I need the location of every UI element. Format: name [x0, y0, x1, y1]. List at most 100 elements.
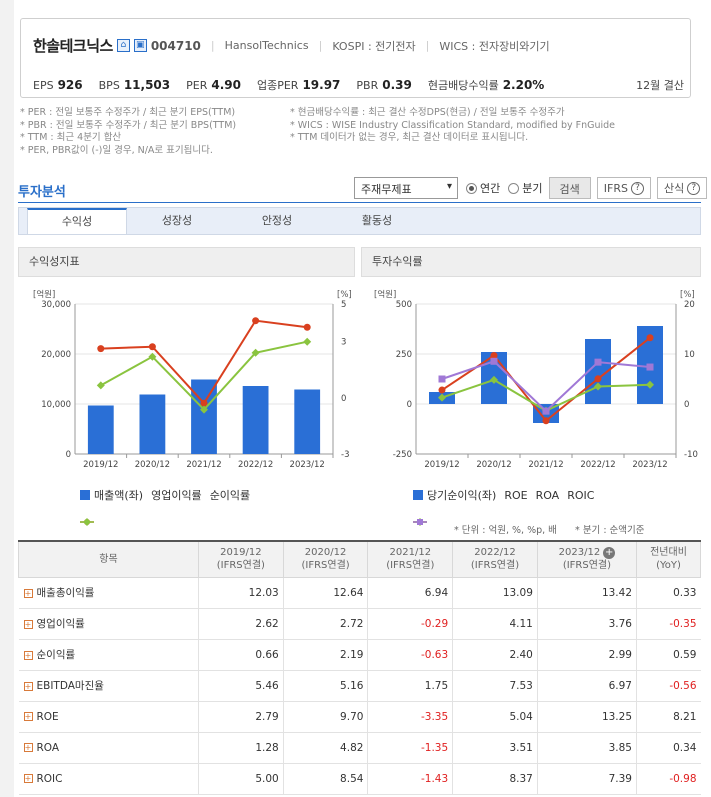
row-item[interactable]: + ROIC: [18, 763, 199, 795]
section-title: 투자분석: [18, 185, 66, 200]
table-cell: 5.16: [282, 670, 368, 702]
expand-row-icon[interactable]: +: [23, 588, 33, 598]
table-row: + ROE 2.79 9.70 -3.35 5.04 13.25 8.21: [18, 701, 701, 733]
row-item[interactable]: + 순이익률: [18, 639, 199, 671]
wics-sector: WICS : 전자장비와기기: [439, 39, 550, 53]
search-button[interactable]: 검색: [548, 177, 591, 199]
data-point: [438, 375, 446, 383]
legend-label: ROA: [535, 488, 560, 502]
data-point: [200, 399, 208, 407]
expand-row-icon[interactable]: +: [23, 743, 33, 752]
note: * PBR : 전일 보통주 수정주가 / 최근 분기 BPS(TTM): [20, 119, 237, 131]
table-row: + EBITDA마진율 5.46 5.16 1.75 7.53 6.97 -0.56: [18, 670, 701, 702]
homepage-icon[interactable]: ⌂: [116, 39, 130, 52]
y-tick-label-right: 5: [341, 300, 346, 310]
basis-note: * 분기 : 순액기준: [575, 525, 645, 536]
panel-title: 투자수익률: [361, 247, 701, 277]
y-tick-label-left: 500: [396, 300, 412, 310]
table-cell: 5.46: [198, 670, 284, 702]
ir-icon[interactable]: ▣: [133, 39, 147, 52]
divider: |: [318, 39, 323, 52]
y-tick-label-right: 0: [341, 394, 346, 404]
company-summary-card: 한솔테크닉스 ⌂ ▣ 004710 | HansolTechnics | KOS…: [20, 18, 691, 98]
data-point: [490, 375, 498, 384]
tab-growth[interactable]: 성장성: [161, 214, 193, 227]
legend-label: 순이익률: [209, 489, 251, 502]
data-point: [490, 357, 498, 365]
chevron-down-icon: ▾: [446, 181, 452, 192]
note: * TTM : 최근 4분기 합산: [20, 132, 122, 143]
table-cell: 4.11: [452, 608, 538, 640]
expand-row-icon[interactable]: +: [23, 712, 33, 721]
column-basis: (IFRS연결): [386, 560, 435, 572]
section-rule: [18, 202, 701, 203]
tab-activity[interactable]: 활동성: [361, 214, 393, 227]
y-tick-label-right: 20: [684, 300, 695, 310]
metric-value: 11,503: [123, 78, 171, 92]
table-cell: 1.28: [198, 732, 284, 764]
y-axis-unit-right: [%]: [680, 290, 695, 300]
table-cell: 13.25: [536, 701, 637, 733]
table-row: + ROIC 5.00 8.54 -1.43 8.37 7.39 -0.98: [18, 763, 701, 795]
tab-stability[interactable]: 안정성: [261, 214, 293, 227]
table-cell: 2.19: [282, 639, 368, 671]
x-tick-label: 2023/12: [632, 460, 667, 470]
column-year: 2019/12: [220, 547, 262, 559]
statement-select[interactable]: 주재무제표 ▾: [354, 177, 458, 199]
tab-profitability[interactable]: 수익성: [27, 208, 127, 234]
row-item-label: ROIC: [36, 772, 63, 785]
formula-button[interactable]: 산식?: [656, 177, 708, 199]
analysis-controls: 주재무제표 ▾ 연간 분기 검색 IFRS? 산식?: [354, 177, 708, 199]
column-basis: (IFRS연결): [301, 560, 350, 572]
column-basis: (IFRS연결): [216, 560, 265, 572]
expand-row-icon[interactable]: +: [23, 619, 33, 629]
data-point: [252, 317, 260, 325]
x-tick-label: 2019/12: [83, 460, 118, 470]
table-cell: 13.42: [536, 576, 637, 609]
quarter-radio-label[interactable]: 분기: [522, 182, 543, 195]
legend-label: ROIC: [567, 488, 595, 502]
expand-row-icon[interactable]: +: [23, 774, 33, 783]
column-header: 2020/12 (IFRS연결): [282, 540, 369, 578]
data-point: [594, 358, 602, 366]
data-point: [303, 337, 312, 346]
y-tick-label-right: -10: [684, 450, 698, 460]
help-icon: ?: [630, 181, 644, 195]
table-cell: -3.35: [367, 701, 453, 733]
column-year: 2022/12: [474, 547, 516, 559]
expand-columns-icon[interactable]: +: [603, 547, 616, 560]
y-axis-unit-right: [%]: [337, 290, 352, 300]
legend-bar-swatch: [80, 490, 90, 500]
annual-radio-label[interactable]: 연간: [480, 182, 501, 195]
y-tick-label-left: 0: [66, 450, 71, 460]
legend-line-swatch: [413, 519, 427, 525]
row-item[interactable]: + ROE: [18, 701, 199, 733]
legend-bar-swatch: [413, 490, 423, 500]
table-cell: 1.75: [367, 670, 453, 702]
x-tick-label: 2022/12: [580, 460, 615, 470]
row-item[interactable]: + EBITDA마진율: [18, 670, 199, 702]
annual-radio[interactable]: [466, 182, 477, 194]
row-item[interactable]: + 매출총이익률: [18, 576, 199, 609]
table-cell: -0.35: [636, 608, 701, 640]
table-cell: 2.79: [198, 701, 284, 733]
table-cell: 9.70: [282, 701, 368, 733]
table-row: + 순이익률 0.66 2.19 -0.63 2.40 2.99 0.59: [18, 639, 701, 671]
quarter-radio[interactable]: [508, 182, 520, 194]
table-cell: 3.76: [536, 608, 637, 640]
ifrs-button[interactable]: IFRS?: [596, 177, 651, 199]
expand-row-icon[interactable]: +: [23, 650, 33, 660]
row-item[interactable]: + ROA: [18, 732, 199, 764]
note: * TTM 데이터가 없는 경우, 최근 결산 데이터로 표시됩니다.: [290, 132, 529, 143]
row-item[interactable]: + 영업이익률: [18, 608, 199, 640]
legend-label: 당기순이익(좌): [427, 489, 497, 502]
data-point: [646, 380, 654, 389]
metric-label: EPS: [33, 78, 54, 92]
metrics-row: EPS 926 BPS 11,503 PER 4.90 업종PER 19.97 PBR 0…: [33, 77, 684, 93]
profitability-chart: [억원] [%] 30,000 20,000 10,000 0 5 3 0 -3 2019/12 20…: [33, 289, 352, 470]
table-cell: 8.54: [282, 763, 368, 795]
expand-row-icon[interactable]: +: [23, 681, 33, 691]
table-cell: -0.63: [367, 639, 453, 671]
metric-value: 926: [57, 78, 83, 92]
table-cell: 5.04: [452, 701, 538, 733]
